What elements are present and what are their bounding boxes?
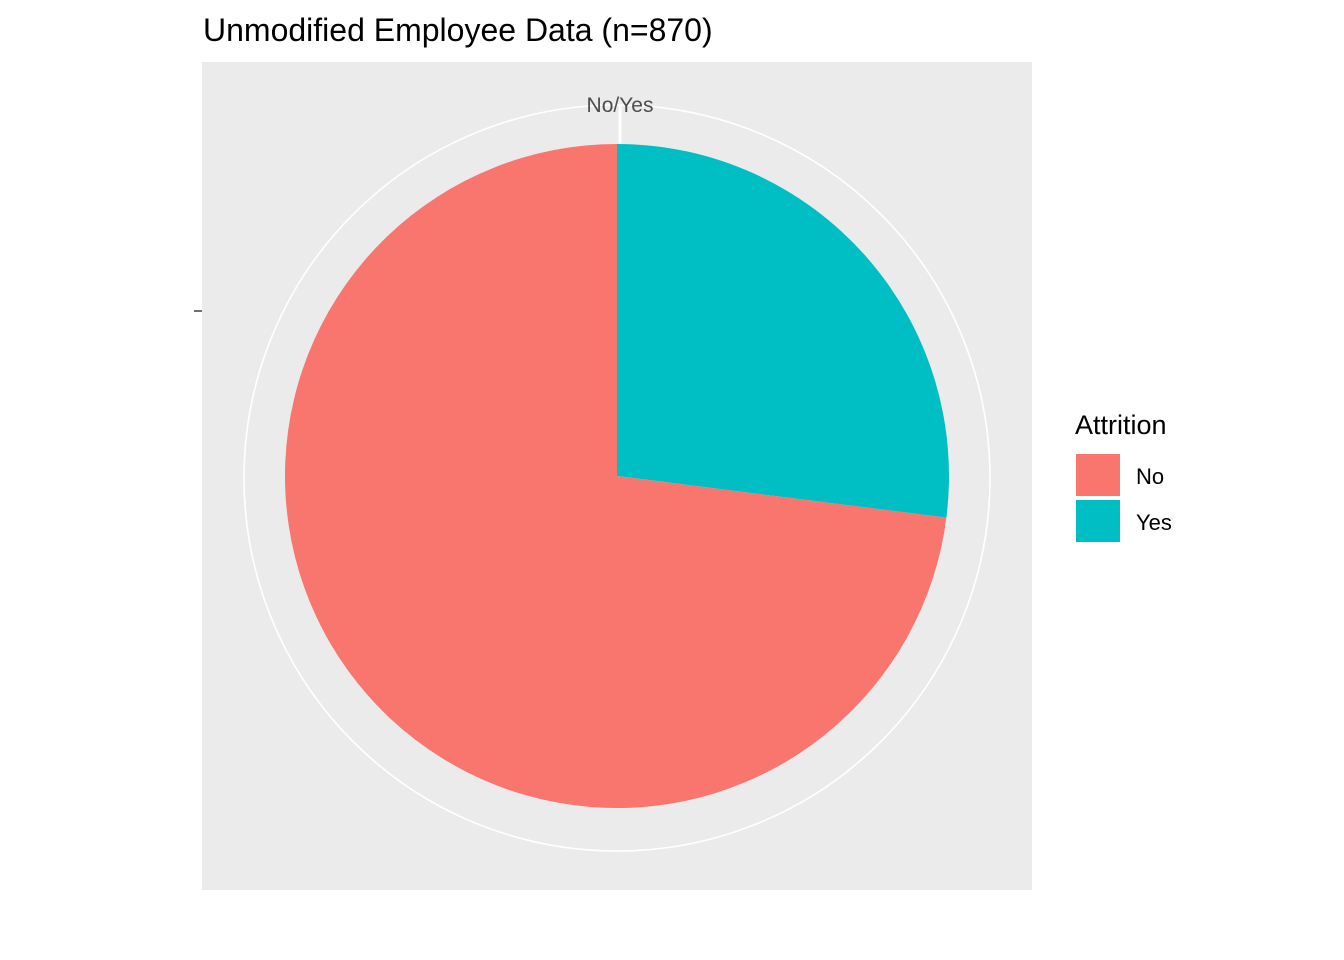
legend: Attrition No Yes	[1075, 410, 1172, 542]
legend-key-yes	[1076, 500, 1120, 542]
legend-label-yes: Yes	[1136, 510, 1172, 535]
chart-title: Unmodified Employee Data (n=870)	[203, 12, 713, 48]
theta-tick-label: No/Yes	[587, 94, 654, 117]
outer-grid-circle	[243, 104, 991, 852]
legend-title: Attrition	[1075, 410, 1167, 440]
pie-slice-no	[284, 144, 947, 808]
pie-slice-yes	[617, 144, 949, 518]
legend-key-no	[1076, 454, 1120, 496]
pie-slices	[284, 144, 949, 808]
legend-label-no: No	[1136, 464, 1164, 489]
